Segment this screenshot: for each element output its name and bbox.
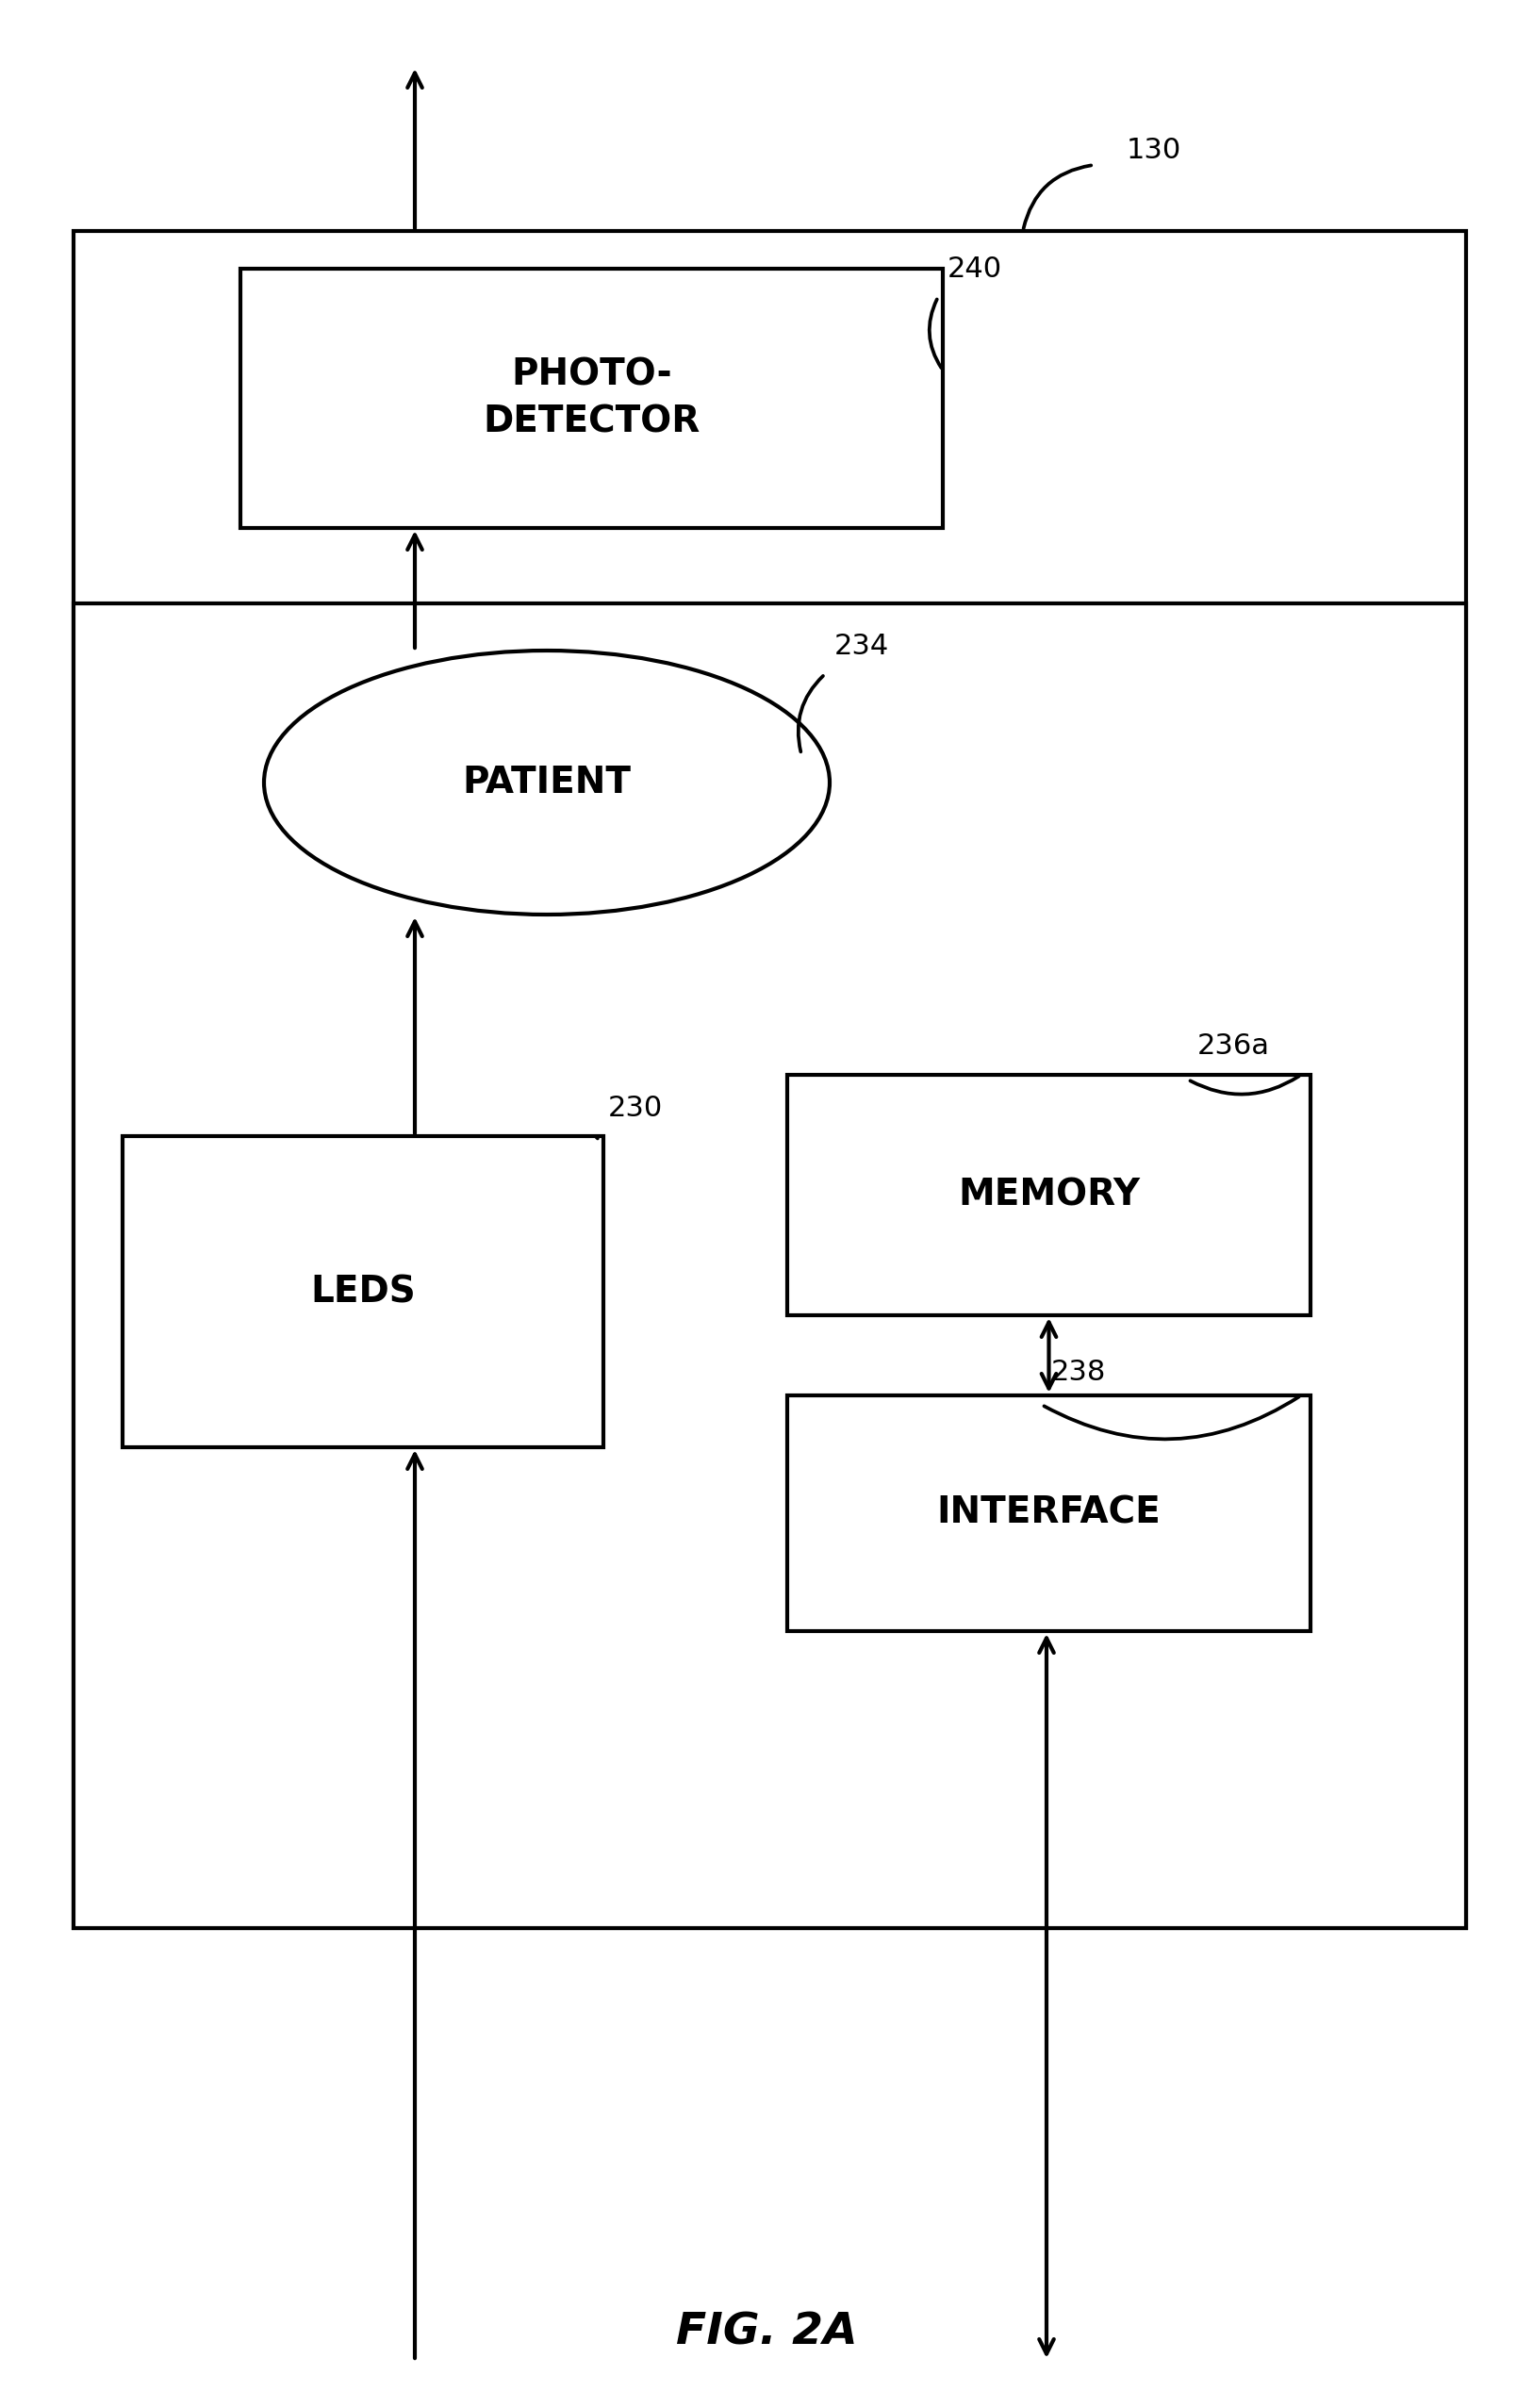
- Text: 240: 240: [947, 255, 1003, 282]
- Text: INTERFACE: INTERFACE: [937, 1495, 1160, 1531]
- Text: 234: 234: [834, 633, 889, 660]
- Bar: [241, 270, 943, 527]
- Text: MEMORY: MEMORY: [958, 1178, 1141, 1214]
- Text: PHOTO-
DETECTOR: PHOTO- DETECTOR: [483, 356, 701, 441]
- Text: 130: 130: [1127, 137, 1182, 164]
- Text: 236a: 236a: [1197, 1033, 1269, 1060]
- Bar: [788, 1394, 1311, 1630]
- Text: 238: 238: [1052, 1358, 1107, 1385]
- Bar: [74, 231, 1466, 1929]
- Text: PATIENT: PATIENT: [463, 766, 632, 799]
- Text: FIG. 2A: FIG. 2A: [676, 2312, 857, 2353]
- Text: LEDS: LEDS: [310, 1274, 415, 1310]
- Bar: [123, 1137, 604, 1447]
- Bar: [788, 1074, 1311, 1315]
- Bar: [74, 604, 1466, 1929]
- Text: 230: 230: [609, 1093, 664, 1122]
- Ellipse shape: [264, 650, 829, 915]
